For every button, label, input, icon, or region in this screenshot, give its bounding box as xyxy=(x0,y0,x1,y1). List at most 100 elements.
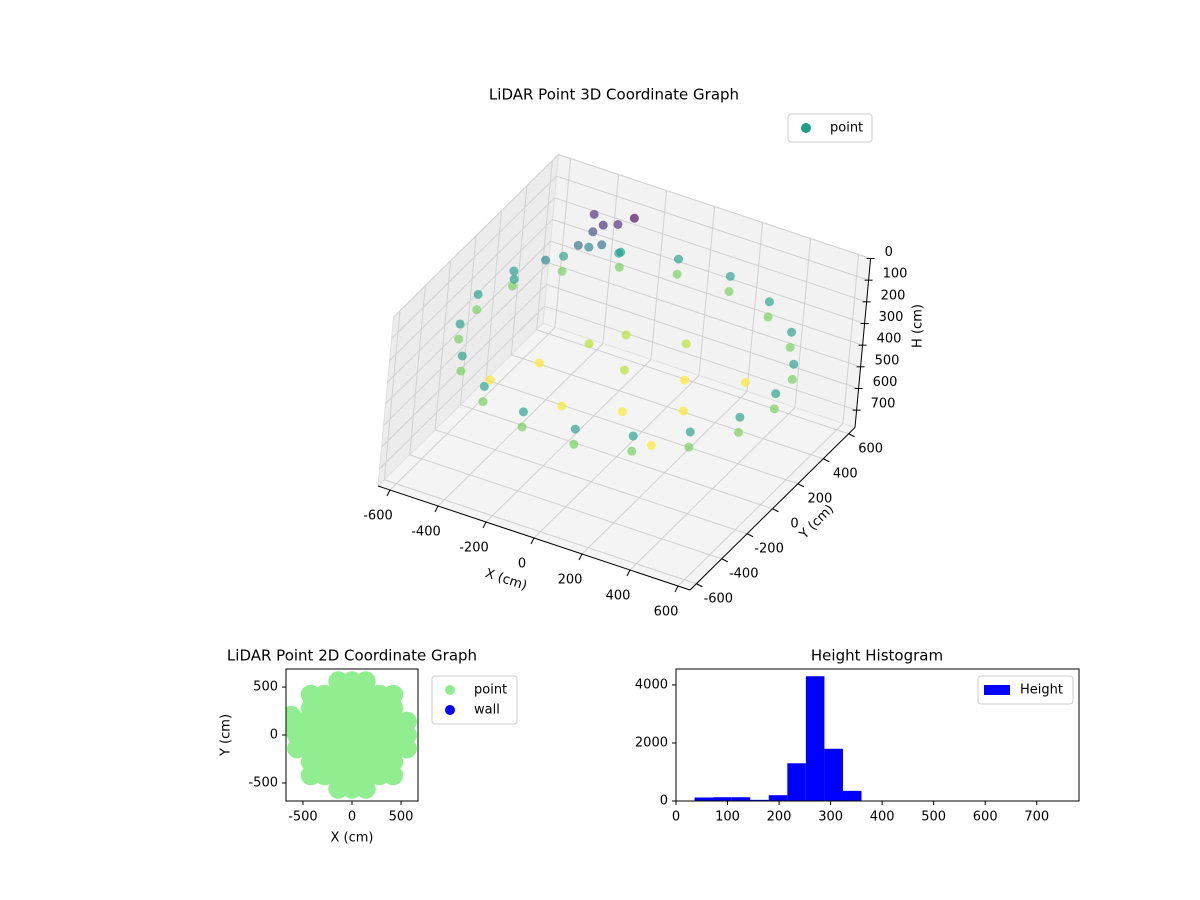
point xyxy=(300,684,321,705)
grid-line xyxy=(387,219,553,383)
x-tick-label: 400 xyxy=(870,810,895,825)
point xyxy=(613,220,623,229)
legend-swatch xyxy=(984,685,1010,695)
point xyxy=(769,404,779,414)
point xyxy=(628,431,638,441)
grid-line xyxy=(556,175,869,281)
point xyxy=(725,271,735,281)
legend-label: point xyxy=(830,121,863,136)
axis-line xyxy=(689,427,856,591)
point xyxy=(517,422,527,432)
point xyxy=(672,269,682,279)
point xyxy=(369,684,390,705)
point xyxy=(518,407,528,417)
axis-line xyxy=(854,258,872,428)
grid-line xyxy=(409,454,722,560)
grid-line xyxy=(746,222,764,392)
legend-swatch xyxy=(801,123,811,133)
grid-line xyxy=(510,185,528,355)
tick-mark xyxy=(674,585,679,593)
point xyxy=(342,671,362,692)
x-tick-label: 500 xyxy=(921,810,946,825)
grid-line xyxy=(511,354,824,460)
point xyxy=(588,227,598,237)
point xyxy=(584,242,594,252)
grid-line xyxy=(384,479,697,585)
y-tick-label: 500 xyxy=(253,680,278,695)
point xyxy=(314,684,335,705)
bar xyxy=(824,748,843,801)
legend-swatch xyxy=(445,685,455,695)
grid-line xyxy=(552,219,865,324)
point xyxy=(472,305,482,315)
legend-label: Height xyxy=(1020,683,1063,698)
point xyxy=(485,375,495,385)
tick-mark xyxy=(482,521,487,529)
x-tick-label: 0 xyxy=(518,557,526,572)
point xyxy=(763,312,773,322)
point xyxy=(734,427,744,437)
grid-line xyxy=(434,429,748,535)
chart-title: LiDAR Point 2D Coordinate Graph xyxy=(227,647,477,665)
grid-line xyxy=(546,284,859,389)
tick-mark xyxy=(721,558,728,563)
y-tick-label: -500 xyxy=(248,775,278,790)
point xyxy=(598,220,608,230)
x-tick-label: 600 xyxy=(654,605,679,620)
grid-line xyxy=(393,154,559,318)
grid-line xyxy=(485,379,799,485)
z-tick-label: 500 xyxy=(875,353,900,368)
z-tick-label: 600 xyxy=(873,375,898,390)
z-tick-label: 0 xyxy=(885,245,893,260)
chart-title: Height Histogram xyxy=(811,647,943,665)
point xyxy=(764,297,774,307)
x-tick-label: 200 xyxy=(767,810,792,825)
x-tick-label: 500 xyxy=(389,810,414,825)
legend-label: point xyxy=(474,683,507,698)
x-tick-label: 300 xyxy=(818,810,843,825)
grid-line xyxy=(698,206,716,376)
legend-label: wall xyxy=(474,703,500,718)
x-tick-label: 100 xyxy=(715,810,740,825)
point xyxy=(573,240,583,250)
point xyxy=(559,251,569,261)
grid-line xyxy=(383,310,401,480)
point xyxy=(479,381,489,391)
point xyxy=(509,266,519,276)
bar xyxy=(694,797,714,801)
z-tick-label: 300 xyxy=(879,310,904,325)
x-tick-label: 700 xyxy=(1024,810,1049,825)
point xyxy=(620,365,629,375)
grid-line xyxy=(650,190,668,360)
y-tick-label: -200 xyxy=(754,541,784,556)
grid-line xyxy=(544,305,857,411)
grid-line xyxy=(842,254,860,424)
point xyxy=(454,334,464,344)
point xyxy=(674,254,684,264)
axis-line xyxy=(377,485,691,591)
point xyxy=(328,671,349,692)
grid-line xyxy=(389,197,555,361)
legend-swatch xyxy=(445,705,455,715)
grid-line xyxy=(383,262,549,426)
z-tick-label: 400 xyxy=(877,332,902,347)
point xyxy=(735,412,745,422)
grid-line xyxy=(379,305,545,470)
x-tick-label: 0 xyxy=(348,810,356,825)
point xyxy=(685,427,695,437)
grid-line xyxy=(485,210,502,380)
x-tick-label: 600 xyxy=(973,810,998,825)
grid-line xyxy=(460,404,773,510)
point xyxy=(678,406,688,416)
point xyxy=(627,446,637,456)
bar xyxy=(805,676,825,801)
grid-line xyxy=(409,285,426,455)
grid-line xyxy=(602,174,620,344)
tick-mark xyxy=(823,458,830,463)
point xyxy=(629,213,639,223)
tick-mark xyxy=(434,505,439,513)
y-tick-label: 600 xyxy=(858,441,883,456)
y-tick-label: 0 xyxy=(790,516,798,531)
z-tick-label: 200 xyxy=(881,288,906,303)
tick-mark xyxy=(696,583,703,588)
